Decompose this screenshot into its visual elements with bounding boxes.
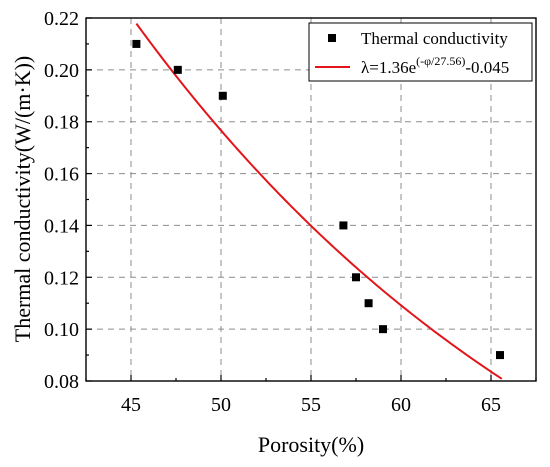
fit-curve <box>135 23 503 380</box>
x-tick-label: 55 <box>301 394 321 416</box>
legend: Thermal conductivity λ=1.36e(-φ/27.56)-0… <box>308 22 533 82</box>
legend-fit-tail: -0.045 <box>465 58 509 77</box>
data-points <box>132 39 504 360</box>
x-tick-label: 50 <box>211 394 231 416</box>
y-tick-label: 0.12 <box>44 267 79 289</box>
legend-fit-exponent: (-φ/27.56) <box>416 54 465 68</box>
y-axis: 0.08 0.10 0.12 0.14 0.16 0.18 0.20 0.22 <box>44 8 92 393</box>
x-tick-label: 65 <box>481 394 501 416</box>
data-point <box>379 325 387 334</box>
x-tick-label: 45 <box>121 394 141 416</box>
y-tick-label: 0.14 <box>44 215 79 237</box>
data-point <box>352 273 360 282</box>
y-tick-label: 0.22 <box>44 8 79 30</box>
x-tick-label: 60 <box>391 394 411 416</box>
y-tick-label: 0.18 <box>44 112 79 134</box>
y-tick-label: 0.08 <box>44 371 79 393</box>
legend-fit-base: λ=1.36e <box>361 58 416 77</box>
data-point <box>364 299 373 308</box>
x-axis-title: Porosity(%) <box>258 432 364 457</box>
legend-box <box>308 22 533 82</box>
x-axis: 45 50 55 60 65 <box>85 375 537 416</box>
data-point <box>218 91 227 100</box>
data-point <box>132 39 141 48</box>
y-tick-label: 0.16 <box>44 164 79 186</box>
legend-square-marker <box>328 34 336 42</box>
legend-label-fit: λ=1.36e(-φ/27.56)-0.045 <box>361 54 509 77</box>
data-point <box>173 65 182 74</box>
y-axis-title: Thermal conductivity(W/(m·K)) <box>10 56 35 343</box>
fit-curve-layer <box>135 23 503 380</box>
y-tick-label: 0.20 <box>44 60 79 82</box>
y-tick-label: 0.10 <box>44 319 79 341</box>
data-point <box>339 221 348 230</box>
legend-label-points: Thermal conductivity <box>361 29 508 48</box>
data-point <box>496 351 504 360</box>
